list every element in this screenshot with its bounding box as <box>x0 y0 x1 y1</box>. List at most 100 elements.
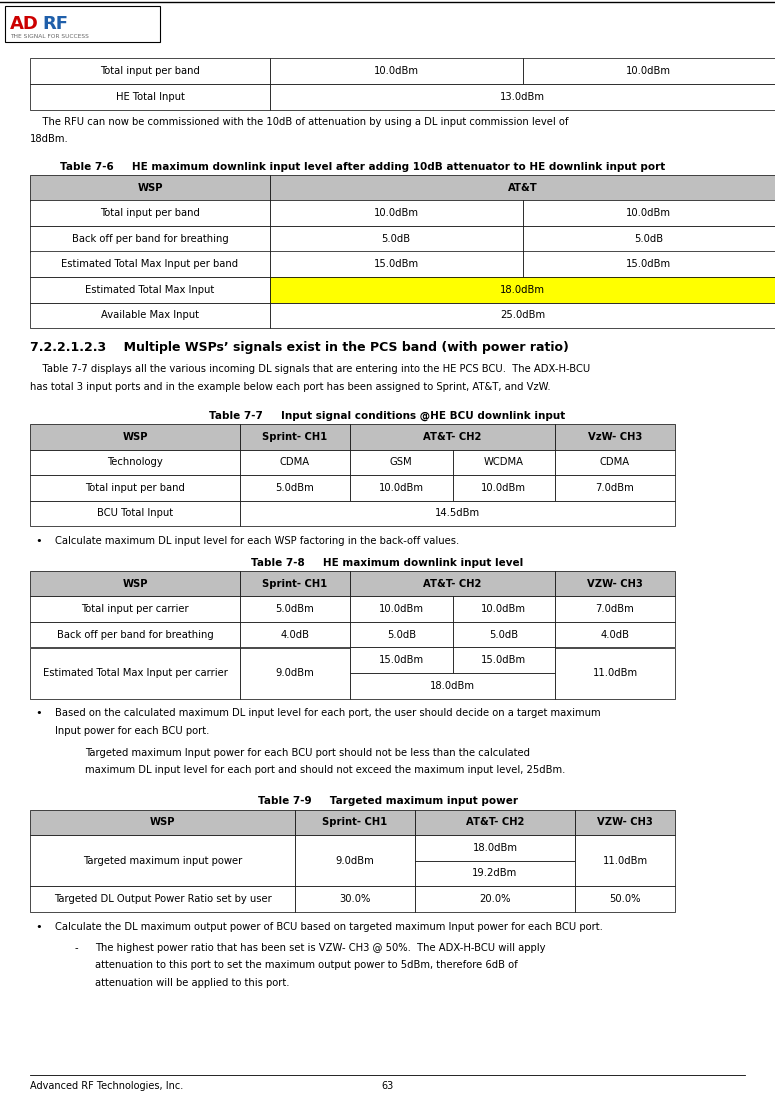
Text: 15.0dBm: 15.0dBm <box>481 655 526 665</box>
Text: 18.0dBm: 18.0dBm <box>500 285 545 295</box>
Bar <box>30 175 270 200</box>
Bar <box>240 597 350 622</box>
Text: Sprint- CH1: Sprint- CH1 <box>322 818 388 828</box>
Text: CDMA: CDMA <box>280 457 310 467</box>
Bar <box>270 84 775 110</box>
Text: WCDMA: WCDMA <box>484 457 524 467</box>
Text: 25.0dBm: 25.0dBm <box>500 310 545 320</box>
Bar <box>555 424 675 449</box>
Bar <box>30 835 295 886</box>
Bar <box>30 252 270 277</box>
Bar <box>555 475 675 500</box>
Text: WSP: WSP <box>137 182 163 192</box>
Text: 50.0%: 50.0% <box>609 893 641 903</box>
Text: 10.0dBm: 10.0dBm <box>379 604 424 614</box>
Text: 7.0dBm: 7.0dBm <box>596 604 635 614</box>
Bar <box>415 861 575 886</box>
Text: Advanced RF Technologies, Inc.: Advanced RF Technologies, Inc. <box>30 1081 183 1091</box>
Bar <box>30 597 240 622</box>
Bar <box>295 810 415 835</box>
Text: AD: AD <box>10 15 39 33</box>
Bar <box>30 500 240 526</box>
Bar <box>30 647 240 699</box>
Bar <box>30 226 270 252</box>
Text: 5.0dB: 5.0dB <box>489 630 518 640</box>
Text: Estimated Total Max Input: Estimated Total Max Input <box>85 285 215 295</box>
Text: Total input per band: Total input per band <box>100 208 200 219</box>
Bar <box>522 58 775 84</box>
Text: 4.0dB: 4.0dB <box>601 630 629 640</box>
Text: WSP: WSP <box>150 818 175 828</box>
Text: CDMA: CDMA <box>600 457 630 467</box>
Bar <box>453 475 555 500</box>
Text: Total input per band: Total input per band <box>100 66 200 76</box>
Text: Total input per band: Total input per band <box>85 482 185 492</box>
Text: VzW- CH3: VzW- CH3 <box>588 432 642 442</box>
Bar <box>30 277 270 302</box>
Bar <box>30 886 295 911</box>
Text: 5.0dBm: 5.0dBm <box>276 482 315 492</box>
Bar <box>350 449 453 475</box>
Bar <box>555 647 675 699</box>
Bar <box>270 58 522 84</box>
Bar <box>30 449 240 475</box>
Bar <box>270 277 775 302</box>
Text: 14.5dBm: 14.5dBm <box>435 508 480 519</box>
Text: 10.0dBm: 10.0dBm <box>481 482 526 492</box>
Bar <box>270 302 775 328</box>
Text: 5.0dB: 5.0dB <box>634 234 663 244</box>
Text: RF: RF <box>42 15 68 33</box>
Text: Table 7-8     HE maximum downlink input level: Table 7-8 HE maximum downlink input leve… <box>251 558 524 568</box>
Bar <box>350 622 453 647</box>
Text: Estimated Total Max Input per band: Estimated Total Max Input per band <box>61 259 239 269</box>
Bar <box>350 647 453 673</box>
Bar <box>522 252 775 277</box>
Bar <box>453 622 555 647</box>
Bar <box>30 571 240 597</box>
Text: Total input per carrier: Total input per carrier <box>81 604 189 614</box>
Text: Sprint- CH1: Sprint- CH1 <box>263 432 328 442</box>
Bar <box>415 810 575 835</box>
Text: 9.0dBm: 9.0dBm <box>276 668 315 678</box>
Text: 10.0dBm: 10.0dBm <box>626 208 671 219</box>
Text: Table 7-7     Input signal conditions @HE BCU downlink input: Table 7-7 Input signal conditions @HE BC… <box>209 411 566 421</box>
Text: 15.0dBm: 15.0dBm <box>379 655 424 665</box>
Text: 20.0%: 20.0% <box>479 893 511 903</box>
Bar <box>555 622 675 647</box>
Text: Targeted maximum Input power for each BCU port should not be less than the calcu: Targeted maximum Input power for each BC… <box>85 747 530 757</box>
Text: 18dBm.: 18dBm. <box>30 134 69 144</box>
Text: 63: 63 <box>381 1081 394 1091</box>
Text: 10.0dBm: 10.0dBm <box>481 604 526 614</box>
Text: 13.0dBm: 13.0dBm <box>500 92 545 102</box>
Text: 18.0dBm: 18.0dBm <box>473 843 518 853</box>
Text: 19.2dBm: 19.2dBm <box>473 868 518 878</box>
Text: Sprint- CH1: Sprint- CH1 <box>263 579 328 589</box>
Text: 7.0dBm: 7.0dBm <box>596 482 635 492</box>
Bar <box>240 622 350 647</box>
Bar <box>5 5 160 42</box>
Text: 10.0dBm: 10.0dBm <box>626 66 671 76</box>
Bar <box>350 475 453 500</box>
Text: 15.0dBm: 15.0dBm <box>374 259 419 269</box>
Text: AT&T- CH2: AT&T- CH2 <box>423 579 482 589</box>
Bar <box>30 200 270 226</box>
Text: VZW- CH3: VZW- CH3 <box>587 579 643 589</box>
Bar <box>555 449 675 475</box>
Bar <box>240 475 350 500</box>
Text: BCU Total Input: BCU Total Input <box>97 508 173 519</box>
Text: 5.0dB: 5.0dB <box>381 234 411 244</box>
Text: WSP: WSP <box>122 432 148 442</box>
Text: Available Max Input: Available Max Input <box>101 310 199 320</box>
Bar <box>30 424 240 449</box>
Text: has total 3 input ports and in the example below each port has been assigned to : has total 3 input ports and in the examp… <box>30 381 550 391</box>
Bar <box>30 84 270 110</box>
Text: •: • <box>35 536 42 546</box>
Text: Estimated Total Max Input per carrier: Estimated Total Max Input per carrier <box>43 668 227 678</box>
Text: 10.0dBm: 10.0dBm <box>374 66 419 76</box>
Bar <box>240 571 350 597</box>
Text: maximum DL input level for each port and should not exceed the maximum input lev: maximum DL input level for each port and… <box>85 765 566 775</box>
Text: The highest power ratio that has been set is VZW- CH3 @ 50%.  The ADX-H-BCU will: The highest power ratio that has been se… <box>95 943 546 953</box>
Text: 10.0dBm: 10.0dBm <box>374 208 419 219</box>
Text: •: • <box>35 709 42 719</box>
Text: Technology: Technology <box>107 457 163 467</box>
